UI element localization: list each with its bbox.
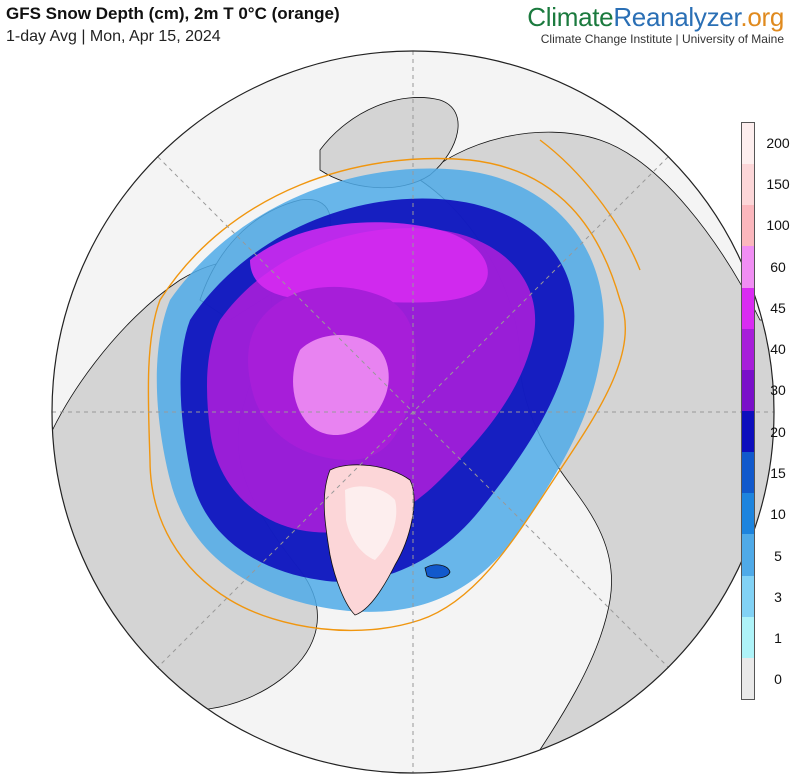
- legend-band: [742, 410, 754, 453]
- legend-label: 30: [770, 382, 786, 399]
- legend-band: [742, 287, 754, 329]
- legend-band: [742, 164, 754, 206]
- globe-outline: [51, 50, 775, 774]
- freezing-line: [147, 157, 626, 632]
- brand-logo[interactable]: ClimateReanalyzer.org: [527, 2, 784, 33]
- legend-band: [742, 657, 754, 699]
- legend-band: [742, 246, 754, 288]
- map-title: GFS Snow Depth (cm), 2m T 0°C (orange): [6, 4, 340, 23]
- legend-band: [742, 452, 754, 494]
- map-subtitle: 1-day Avg | Mon, Apr 15, 2024: [6, 28, 221, 45]
- legend-band: [742, 369, 754, 411]
- greenland-core: [345, 486, 397, 560]
- legend-band: [742, 123, 754, 165]
- legend-label: 20: [770, 423, 786, 440]
- legend-label: 1: [774, 630, 782, 647]
- legend-label: 200: [766, 134, 790, 151]
- legend-colorbar: [741, 122, 755, 700]
- legend-label: 15: [770, 464, 786, 481]
- legend-label: 60: [770, 258, 786, 275]
- brand-part-org: .org: [740, 2, 784, 32]
- land-iceland: [424, 564, 451, 579]
- sea-ice-core: [293, 335, 389, 435]
- snow-deeper-patch: [250, 222, 488, 303]
- legend-band: [742, 205, 754, 247]
- brand-part-reanalyzer: Reanalyzer: [613, 2, 741, 32]
- graticule-diagonal-2: [157, 156, 669, 668]
- legend-band: [742, 328, 754, 370]
- legend-label: 3: [774, 588, 782, 605]
- legend-label: 150: [766, 175, 790, 192]
- legend-label: 5: [774, 547, 782, 564]
- legend-band: [742, 616, 754, 658]
- brand-part-climate: Climate: [527, 2, 614, 32]
- legend-band: [742, 575, 754, 617]
- legend-label: 40: [770, 341, 786, 358]
- legend-label: 45: [770, 299, 786, 316]
- legend-label: 10: [770, 506, 786, 523]
- institute-credit: Climate Change Institute | University of…: [540, 32, 784, 46]
- legend-label: 0: [774, 671, 782, 688]
- legend-band: [742, 493, 754, 535]
- legend-labels: 200 150 100 60 45 40 30 20 15 10 5 3 1 0: [760, 122, 800, 700]
- legend-band: [742, 534, 754, 576]
- legend-label: 100: [766, 217, 790, 234]
- freezing-line-east: [539, 139, 641, 271]
